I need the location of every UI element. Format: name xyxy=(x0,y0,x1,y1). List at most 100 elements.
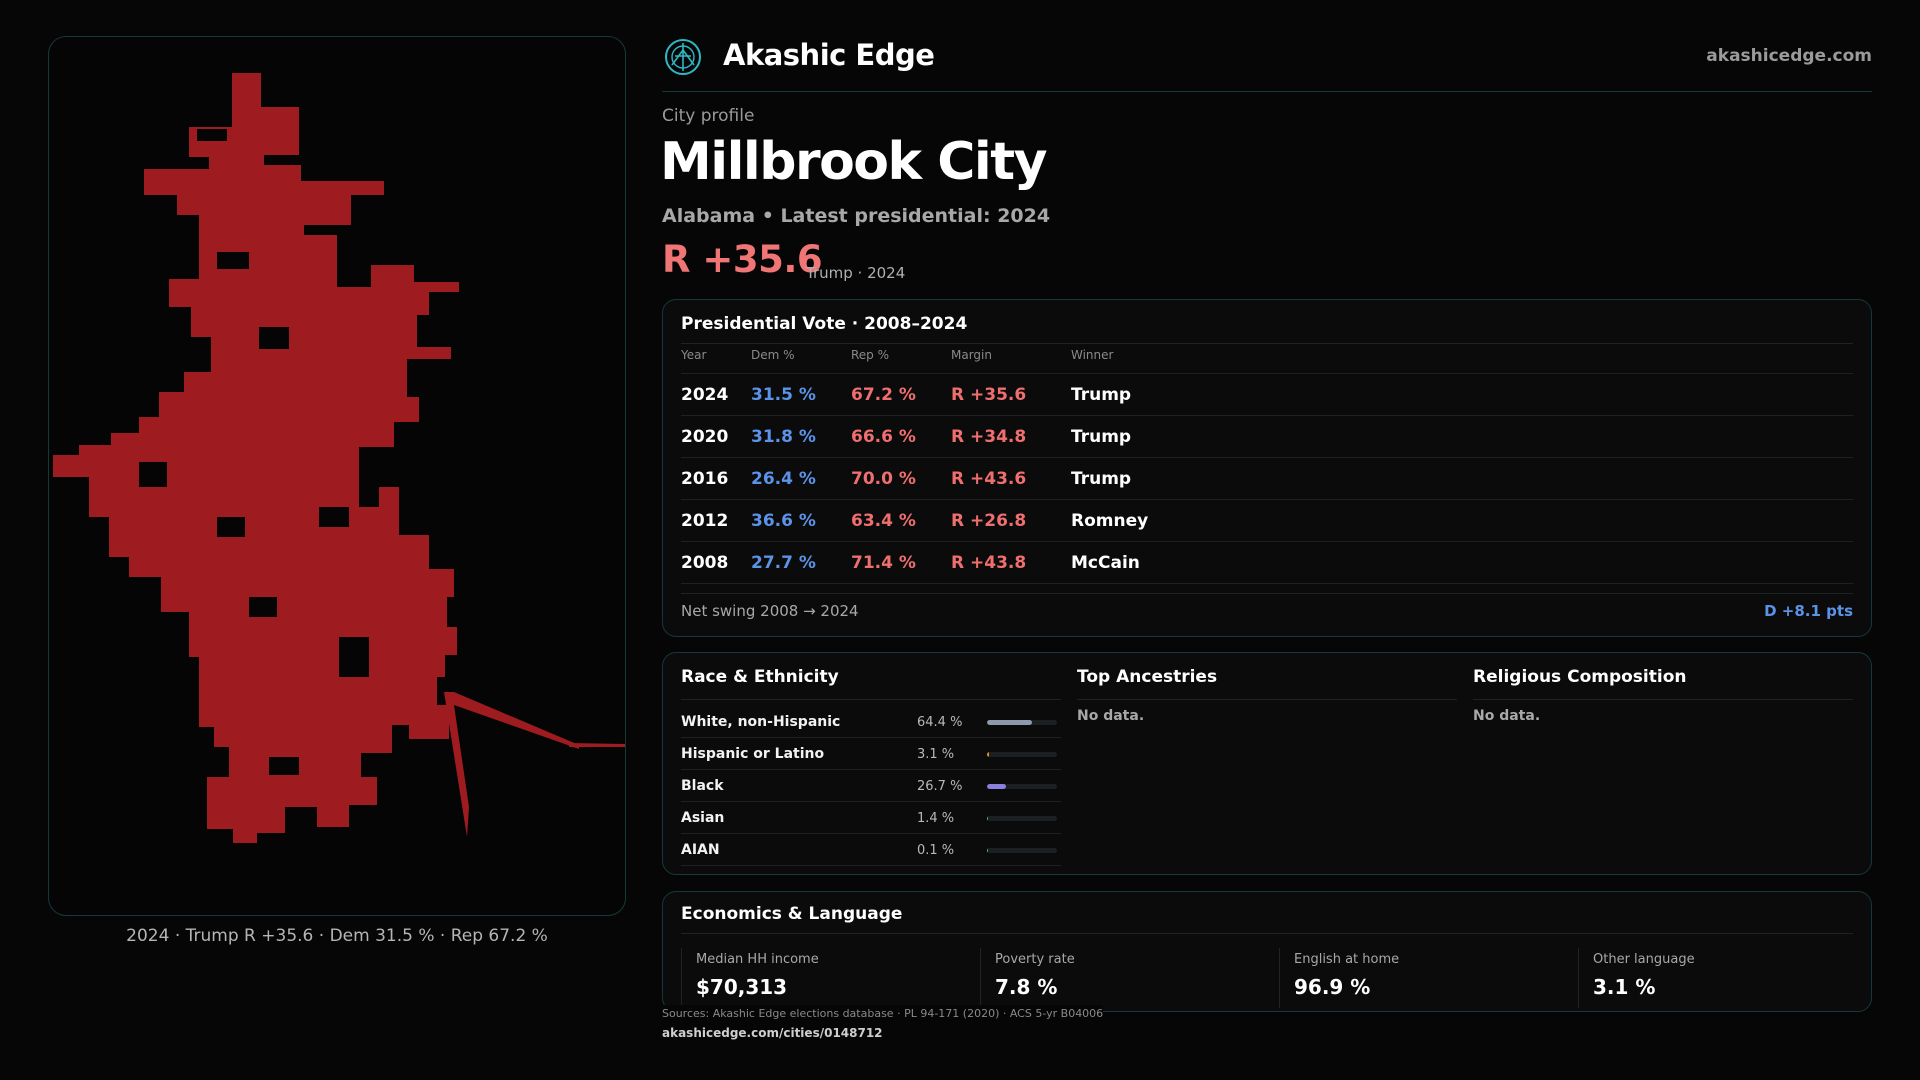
stat-value: 96.9 % xyxy=(1294,975,1371,999)
stat-poverty-rate: Poverty rate 7.8 % xyxy=(980,948,1270,1008)
row-margin: R +35.6 xyxy=(951,385,1027,405)
religion-title: Religious Composition xyxy=(1473,667,1687,687)
religion-divider xyxy=(1473,699,1853,700)
row-rep: 63.4 % xyxy=(851,511,916,531)
stat-value: 3.1 % xyxy=(1593,975,1656,999)
stat-label: Other language xyxy=(1593,952,1695,967)
race-section-title: Race & Ethnicity xyxy=(681,667,839,687)
headline-margin: R +35.6 xyxy=(662,238,823,281)
stat-label: Median HH income xyxy=(696,952,819,967)
stat-label: Poverty rate xyxy=(995,952,1075,967)
page-url-link[interactable]: akashicedge.com/cities/0148712 xyxy=(662,1026,883,1040)
list-item: Asian 1.4 % xyxy=(681,802,1061,834)
race-percent: 3.1 % xyxy=(917,747,955,762)
header-dem: Dem % xyxy=(751,348,795,362)
economics-divider xyxy=(681,933,1853,934)
city-boundary-map xyxy=(53,73,625,843)
row-winner: Romney xyxy=(1071,511,1149,531)
akashic-logo-icon xyxy=(665,39,701,75)
row-year: 2008 xyxy=(681,553,729,573)
city-boundary-shape xyxy=(53,73,625,843)
city-map-panel xyxy=(48,36,626,916)
table-row: 2016 26.4 % 70.0 % R +43.6 Trump xyxy=(681,458,1853,500)
brand-url-link[interactable]: akashicedge.com xyxy=(1706,46,1872,66)
stat-english-at-home: English at home 96.9 % xyxy=(1279,948,1569,1008)
row-winner: Trump xyxy=(1071,469,1132,489)
vote-title-divider xyxy=(681,343,1853,344)
race-bar xyxy=(987,784,1057,789)
list-item: AIAN 0.1 % xyxy=(681,834,1061,866)
row-margin: R +43.8 xyxy=(951,553,1027,573)
row-rep: 66.6 % xyxy=(851,427,916,447)
row-margin: R +34.8 xyxy=(951,427,1027,447)
ancestries-section: Top Ancestries No data. xyxy=(1077,667,1457,724)
row-rep: 70.0 % xyxy=(851,469,916,489)
race-bar-fill xyxy=(987,848,989,853)
row-dem: 31.5 % xyxy=(751,385,816,405)
row-margin: R +26.8 xyxy=(951,511,1027,531)
ancestries-divider xyxy=(1077,699,1457,700)
swing-divider xyxy=(681,593,1853,594)
row-year: 2024 xyxy=(681,385,729,405)
race-ethnicity-section: Race & Ethnicity White, non-Hispanic 64.… xyxy=(681,667,1061,866)
stat-other-language: Other language 3.1 % xyxy=(1578,948,1868,1008)
vote-table: Year Dem % Rep % Margin Winner 2024 31.5… xyxy=(681,348,1853,584)
row-winner: Trump xyxy=(1071,427,1132,447)
stat-value: 7.8 % xyxy=(995,975,1058,999)
stat-label: English at home xyxy=(1294,952,1400,967)
race-bar xyxy=(987,816,1057,821)
presidential-vote-card: Presidential Vote · 2008–2024 Year Dem %… xyxy=(662,299,1872,637)
row-dem: 36.6 % xyxy=(751,511,816,531)
row-year: 2020 xyxy=(681,427,729,447)
table-row: 2012 36.6 % 63.4 % R +26.8 Romney xyxy=(681,500,1853,542)
row-dem: 26.4 % xyxy=(751,469,816,489)
header-year: Year xyxy=(681,348,707,362)
vote-card-title: Presidential Vote · 2008–2024 xyxy=(681,314,968,334)
row-year: 2016 xyxy=(681,469,729,489)
row-rep: 71.4 % xyxy=(851,553,916,573)
map-caption: 2024 · Trump R +35.6 · Dem 31.5 % · Rep … xyxy=(126,926,548,946)
race-name: AIAN xyxy=(681,842,720,858)
sources-footnote: Sources: Akashic Edge elections database… xyxy=(662,1005,1104,1020)
net-swing-value: D +8.1 pts xyxy=(1764,602,1853,620)
ancestries-title: Top Ancestries xyxy=(1077,667,1218,687)
row-margin: R +43.6 xyxy=(951,469,1027,489)
race-bar-fill xyxy=(987,784,1006,789)
table-row: 2024 31.5 % 67.2 % R +35.6 Trump xyxy=(681,374,1853,416)
table-row: 2020 31.8 % 66.6 % R +34.8 Trump xyxy=(681,416,1853,458)
race-bar-fill xyxy=(987,720,1033,725)
race-bar xyxy=(987,752,1057,757)
ancestries-empty: No data. xyxy=(1077,708,1145,724)
vote-table-header: Year Dem % Rep % Margin Winner xyxy=(681,348,1853,374)
list-item: White, non-Hispanic 64.4 % xyxy=(681,706,1061,738)
race-name: White, non-Hispanic xyxy=(681,714,841,730)
religion-section: Religious Composition No data. xyxy=(1473,667,1853,724)
page-title: Millbrook City xyxy=(660,132,1047,192)
stat-value: $70,313 xyxy=(696,975,788,999)
row-dem: 31.8 % xyxy=(751,427,816,447)
race-divider xyxy=(681,699,1061,700)
row-dem: 27.7 % xyxy=(751,553,816,573)
row-winner: Trump xyxy=(1071,385,1132,405)
stat-median-income: Median HH income $70,313 xyxy=(681,948,971,1008)
race-name: Asian xyxy=(681,810,725,826)
religion-empty: No data. xyxy=(1473,708,1541,724)
brand-name: Akashic Edge xyxy=(723,38,935,72)
race-name: Hispanic or Latino xyxy=(681,746,825,762)
economics-card: Economics & Language Median HH income $7… xyxy=(662,891,1872,1012)
profile-eyebrow: City profile xyxy=(662,106,755,126)
race-name: Black xyxy=(681,778,724,794)
list-item: Black 26.7 % xyxy=(681,770,1061,802)
headline-margin-note: Trump · 2024 xyxy=(806,264,906,282)
city-subtitle: Alabama • Latest presidential: 2024 xyxy=(662,205,1051,227)
table-row: 2008 27.7 % 71.4 % R +43.8 McCain xyxy=(681,542,1853,584)
row-year: 2012 xyxy=(681,511,729,531)
race-bar xyxy=(987,848,1057,853)
race-percent: 64.4 % xyxy=(917,715,963,730)
header-winner: Winner xyxy=(1071,348,1114,362)
header-rep: Rep % xyxy=(851,348,890,362)
row-winner: McCain xyxy=(1071,553,1140,573)
race-list: White, non-Hispanic 64.4 % Hispanic or L… xyxy=(681,706,1061,866)
race-percent: 26.7 % xyxy=(917,779,963,794)
race-percent: 0.1 % xyxy=(917,843,955,858)
